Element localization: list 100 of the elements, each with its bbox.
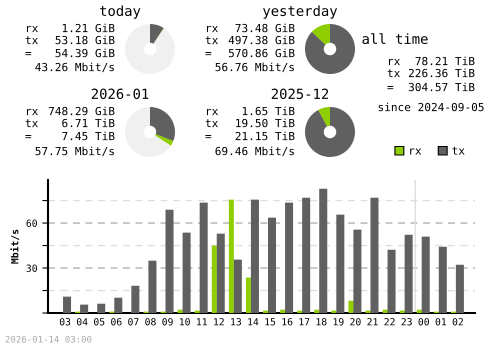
x-tick-label: 06	[111, 318, 122, 326]
bar	[216, 234, 225, 313]
donut-slice	[153, 28, 164, 44]
x-tick-label: 15	[265, 318, 276, 326]
text: 19.50 TiB	[236, 118, 294, 128]
bar	[131, 286, 140, 313]
text: =	[205, 135, 212, 138]
donut-slice	[125, 24, 175, 74]
bar	[212, 246, 217, 313]
bar	[388, 250, 396, 313]
chart-title: yesterday	[263, 5, 338, 19]
donut-slice	[312, 24, 330, 45]
bar	[348, 300, 354, 313]
donut-slice	[150, 24, 164, 44]
text: 78.21 TiB	[416, 56, 474, 66]
text: 53.18 GiB	[56, 36, 114, 44]
text: 73.48 GiB	[236, 24, 294, 32]
bar	[353, 230, 362, 313]
text: 1.21 GiB	[62, 24, 114, 32]
donut-slice	[125, 107, 171, 157]
text: rx	[388, 58, 400, 66]
bar	[404, 234, 413, 313]
text: since 2024-09-05	[378, 102, 484, 112]
x-tick-label: 00	[418, 318, 429, 326]
x-tick-label: 04	[76, 318, 88, 326]
bar	[234, 260, 242, 313]
donut-slice	[155, 134, 174, 146]
bar	[382, 310, 388, 313]
x-tick-label: 13	[231, 318, 242, 326]
text: 54.39 GiB	[56, 48, 114, 58]
text: rx	[26, 26, 38, 32]
chart-title: 2026-01	[92, 88, 148, 100]
donut-slice	[305, 107, 355, 157]
text: 69.46 Mbit/s	[215, 146, 294, 156]
text: 21.15 TiB	[236, 132, 294, 140]
text: 304.57 TiB	[408, 82, 474, 92]
text: tx	[206, 119, 218, 128]
chart-title: today	[100, 5, 140, 19]
bar	[268, 218, 276, 313]
bar	[200, 202, 208, 313]
text: 57.75 Mbit/s	[36, 146, 114, 156]
x-tick-label: 16	[282, 318, 292, 326]
bar	[166, 210, 174, 313]
y-axis-title: Mbit/s	[10, 230, 20, 264]
bar	[370, 198, 378, 313]
text: rx	[206, 26, 218, 32]
x-tick-label: 12	[214, 318, 224, 326]
x-tick-label: 05	[94, 318, 104, 326]
x-tick-label: 19	[334, 318, 344, 326]
x-tick-label: 02	[452, 318, 463, 326]
text: tx	[26, 36, 38, 44]
x-tick-label: 17	[300, 318, 310, 326]
text: 7.45 TiB	[62, 132, 114, 140]
bar	[319, 188, 328, 313]
bar	[63, 296, 72, 313]
x-tick-label: 21	[367, 318, 378, 326]
x-tick-label: 23	[402, 318, 412, 326]
text: 43.26 Mbit/s	[35, 62, 114, 72]
text: 6.71 TiB	[62, 118, 114, 128]
text: rx	[206, 108, 218, 116]
x-tick-label: 18	[316, 318, 327, 326]
text: 497.38 GiB	[228, 36, 294, 44]
x-tick-label: 07	[128, 318, 139, 326]
x-tick-label: 10	[180, 318, 190, 326]
bar	[80, 304, 88, 313]
x-tick-label: 11	[197, 318, 207, 326]
text: 56.76 Mbit/s	[216, 62, 294, 72]
text: 1.65 TiB	[242, 106, 294, 116]
text: =	[25, 52, 32, 56]
x-tick-label: 03	[60, 318, 70, 326]
bar	[314, 310, 320, 313]
bar	[182, 232, 191, 313]
x-tick-label: 20	[350, 318, 361, 326]
bar	[302, 198, 310, 313]
bar	[280, 310, 286, 313]
x-tick-label: 09	[162, 318, 173, 326]
legend-label: rx	[410, 148, 422, 155]
text: rx	[26, 108, 38, 116]
x-tick-label: 01	[436, 318, 446, 326]
bar	[336, 214, 344, 313]
text: 748.29 GiB	[48, 106, 114, 116]
bar	[178, 310, 183, 313]
donut-slice	[305, 24, 355, 74]
x-tick-label: 14	[248, 318, 258, 326]
y-tick-label: 60	[26, 220, 37, 227]
bar	[422, 236, 430, 313]
donut-slice	[150, 107, 175, 142]
bar	[97, 304, 106, 313]
bar	[250, 200, 259, 313]
bar	[438, 246, 447, 313]
text: tx	[206, 36, 218, 44]
text: =	[387, 86, 394, 90]
text: tx	[388, 69, 400, 78]
text: tx	[26, 119, 38, 128]
x-tick-label: 22	[384, 318, 395, 326]
text: 570.86 GiB	[228, 48, 294, 58]
bar	[416, 310, 422, 313]
text: =	[205, 52, 212, 56]
bar	[148, 260, 156, 313]
bar	[246, 278, 251, 313]
